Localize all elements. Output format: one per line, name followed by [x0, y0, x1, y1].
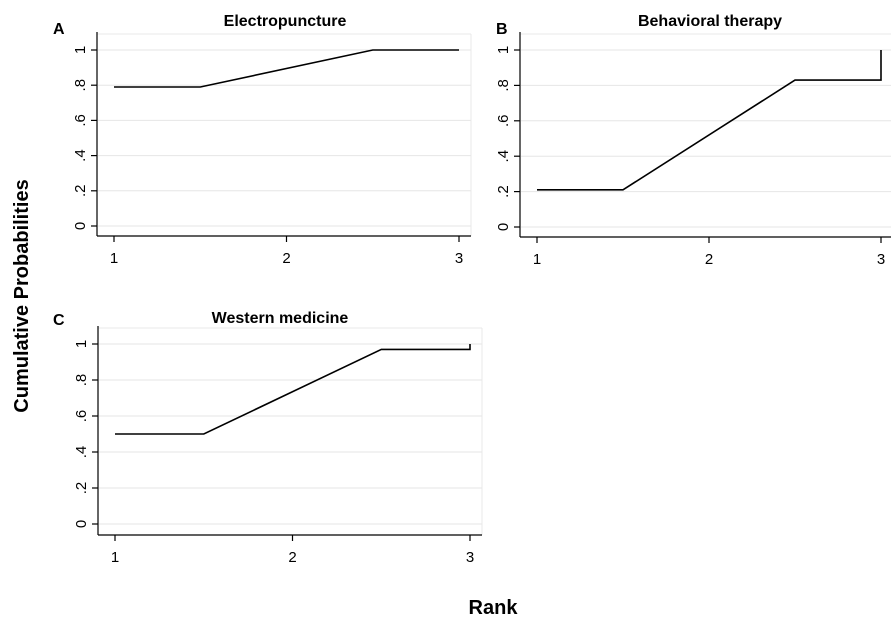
panel-title: Western medicine: [212, 310, 349, 327]
series-line: [114, 50, 459, 87]
y-tick-label: .2: [72, 185, 89, 198]
x-tick-label: 1: [533, 251, 541, 268]
y-tick-label: .8: [72, 79, 89, 92]
x-tick-label: 3: [466, 549, 474, 566]
y-tick-label: 0: [73, 520, 90, 528]
panel-title: Electropuncture: [224, 13, 347, 30]
y-tick-label: 1: [495, 46, 512, 54]
y-tick-label: .2: [495, 185, 512, 198]
x-tick-label: 1: [110, 250, 118, 267]
y-tick-label: .6: [72, 114, 89, 127]
y-tick-label: .6: [495, 115, 512, 128]
x-tick-label: 2: [282, 250, 290, 267]
x-axis-label: Rank: [469, 597, 519, 619]
y-tick-label: 0: [72, 222, 89, 230]
x-tick-label: 2: [705, 251, 713, 268]
panel-letter: A: [53, 21, 65, 38]
y-tick-label: .4: [72, 149, 89, 162]
y-tick-label: .2: [73, 482, 90, 495]
y-tick-label: .4: [495, 150, 512, 163]
panel-a: 0 .2 .4 .6 .8 1 1 2 3 Electropuncture A: [53, 13, 471, 267]
y-tick-label: 1: [72, 46, 89, 54]
y-tick-label: 0: [495, 223, 512, 231]
panels: 0 .2 .4 .6 .8 1 1 2 3 Electropuncture A 0 .2 .4 .6 .8 1 1…: [53, 13, 891, 566]
panel-title: Behavioral therapy: [638, 13, 782, 30]
y-tick-label: .8: [73, 374, 90, 387]
y-tick-label: 1: [73, 340, 90, 348]
y-tick-label: .8: [495, 79, 512, 92]
y-tick-label: .6: [73, 410, 90, 423]
panel-letter: C: [53, 312, 65, 329]
x-tick-label: 3: [877, 251, 885, 268]
x-tick-label: 1: [111, 549, 119, 566]
y-axis-label: Cumulative Probabilities: [11, 179, 33, 412]
x-tick-label: 3: [455, 250, 463, 267]
y-tick-label: .4: [73, 446, 90, 459]
series-line: [115, 344, 470, 434]
panel-c: 0 .2 .4 .6 .8 1 1 2 3 Western medicine C: [53, 310, 482, 566]
x-tick-label: 2: [288, 549, 296, 566]
panel-b: 0 .2 .4 .6 .8 1 1 2 3 Behavioral therapy B: [495, 13, 891, 268]
panel-letter: B: [496, 21, 508, 38]
series-line: [537, 50, 881, 190]
